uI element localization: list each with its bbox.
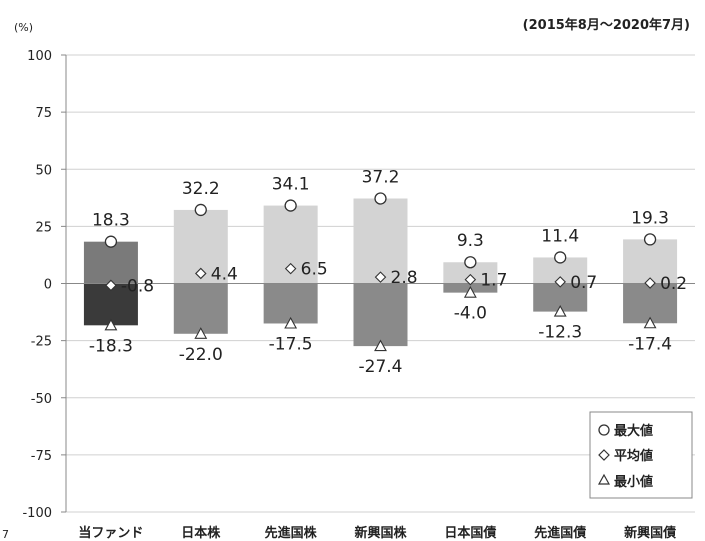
bar-max <box>353 198 408 284</box>
bar-min <box>263 283 318 324</box>
data-label-min: -4.0 <box>454 304 487 324</box>
marker-max <box>194 203 207 217</box>
bar-min <box>353 283 408 347</box>
y-tick-label: -50 <box>31 392 52 407</box>
bar-max <box>623 239 678 284</box>
y-unit-label: (%) <box>14 21 33 34</box>
triangle-icon <box>597 473 611 485</box>
data-label-max: 18.3 <box>92 211 130 231</box>
data-label-avg: 4.4 <box>211 264 238 284</box>
marker-max <box>554 251 567 264</box>
y-tick-label: -75 <box>31 449 52 464</box>
marker-avg <box>284 262 297 275</box>
data-label-min: -27.4 <box>359 357 403 377</box>
y-tick-labels: 100 75 50 25 0 -25 -50 -75 -100 <box>22 49 52 521</box>
category-label: 新興国株 <box>354 525 407 541</box>
marker-avg <box>105 279 117 292</box>
data-label-max: 34.1 <box>272 175 310 195</box>
data-label-avg: 0.7 <box>570 273 597 293</box>
marker-max <box>374 192 387 205</box>
marker-min <box>463 285 477 298</box>
y-tick-label: 100 <box>27 49 52 64</box>
data-label-min: -17.5 <box>269 334 313 354</box>
data-label-max: 37.2 <box>362 167 400 187</box>
legend-item-min: 最小値 <box>597 473 653 490</box>
y-tick-label: 50 <box>35 163 52 178</box>
category-label: 当ファンド <box>78 525 143 541</box>
data-label-max: 9.3 <box>457 231 484 251</box>
data-label-max: 11.4 <box>541 226 579 246</box>
marker-avg <box>464 273 477 286</box>
legend-item-avg: 平均値 <box>598 448 653 464</box>
legend: 最大値 平均値 最小値 <box>589 411 693 499</box>
legend-label-avg: 平均値 <box>614 448 653 464</box>
legend-label-min: 最小値 <box>614 474 653 490</box>
marker-min <box>374 339 387 352</box>
category-labels: 当ファンド 日本株 先進国株 新興国株 日本国債 先進国債 新興国債 <box>78 525 676 541</box>
left-edge-label: 7 <box>2 528 9 541</box>
marker-max <box>643 233 657 246</box>
y-tick-label: -100 <box>22 506 52 521</box>
y-tick-label: -25 <box>31 335 52 350</box>
bar-max <box>443 262 498 284</box>
marker-avg <box>195 267 207 280</box>
category-label: 先進国債 <box>534 525 586 541</box>
circle-icon <box>598 424 610 436</box>
data-labels: 18.3 -0.8 -18.3 32.2 4.4 -22.0 34.1 6.5 -17.5 37.… <box>89 167 687 377</box>
category-label: 先進国株 <box>265 525 318 541</box>
data-label-avg: 0.2 <box>660 274 687 294</box>
category-label: 日本株 <box>181 525 221 541</box>
data-label-avg: 6.5 <box>301 260 328 280</box>
legend-item-max: 最大値 <box>598 423 653 439</box>
bar-min <box>173 283 228 334</box>
bar-max <box>83 241 138 284</box>
marker-max <box>464 256 477 269</box>
y-tick-label: 25 <box>35 220 52 235</box>
marker-min <box>104 318 118 331</box>
marker-avg <box>374 271 387 283</box>
data-label-max: 32.2 <box>182 179 220 199</box>
marker-min <box>194 327 208 339</box>
y-tick-label: 75 <box>35 106 52 121</box>
data-label-avg: 1.7 <box>480 271 507 291</box>
category-label: 新興国債 <box>624 525 676 541</box>
marker-avg <box>644 277 656 289</box>
y-tick-label: 0 <box>44 278 52 293</box>
markers <box>104 192 657 352</box>
data-label-min: -22.0 <box>179 345 223 365</box>
diamond-icon <box>598 449 610 461</box>
period-label: (2015年8月～2020年7月) <box>523 17 690 33</box>
category-label: 日本国債 <box>444 525 496 541</box>
data-label-avg: -0.8 <box>121 276 154 296</box>
data-label-min: -18.3 <box>89 336 133 356</box>
marker-max <box>284 199 297 212</box>
marker-max <box>104 235 118 248</box>
marker-min <box>643 316 657 329</box>
data-label-min: -17.4 <box>628 334 672 354</box>
marker-min <box>553 304 567 317</box>
legend-label-max: 最大値 <box>614 423 653 439</box>
axes <box>61 54 695 513</box>
data-label-avg: 2.8 <box>391 268 418 288</box>
data-label-min: -12.3 <box>538 323 582 343</box>
marker-avg <box>554 276 566 288</box>
marker-min <box>284 316 298 329</box>
data-label-max: 19.3 <box>631 208 669 228</box>
